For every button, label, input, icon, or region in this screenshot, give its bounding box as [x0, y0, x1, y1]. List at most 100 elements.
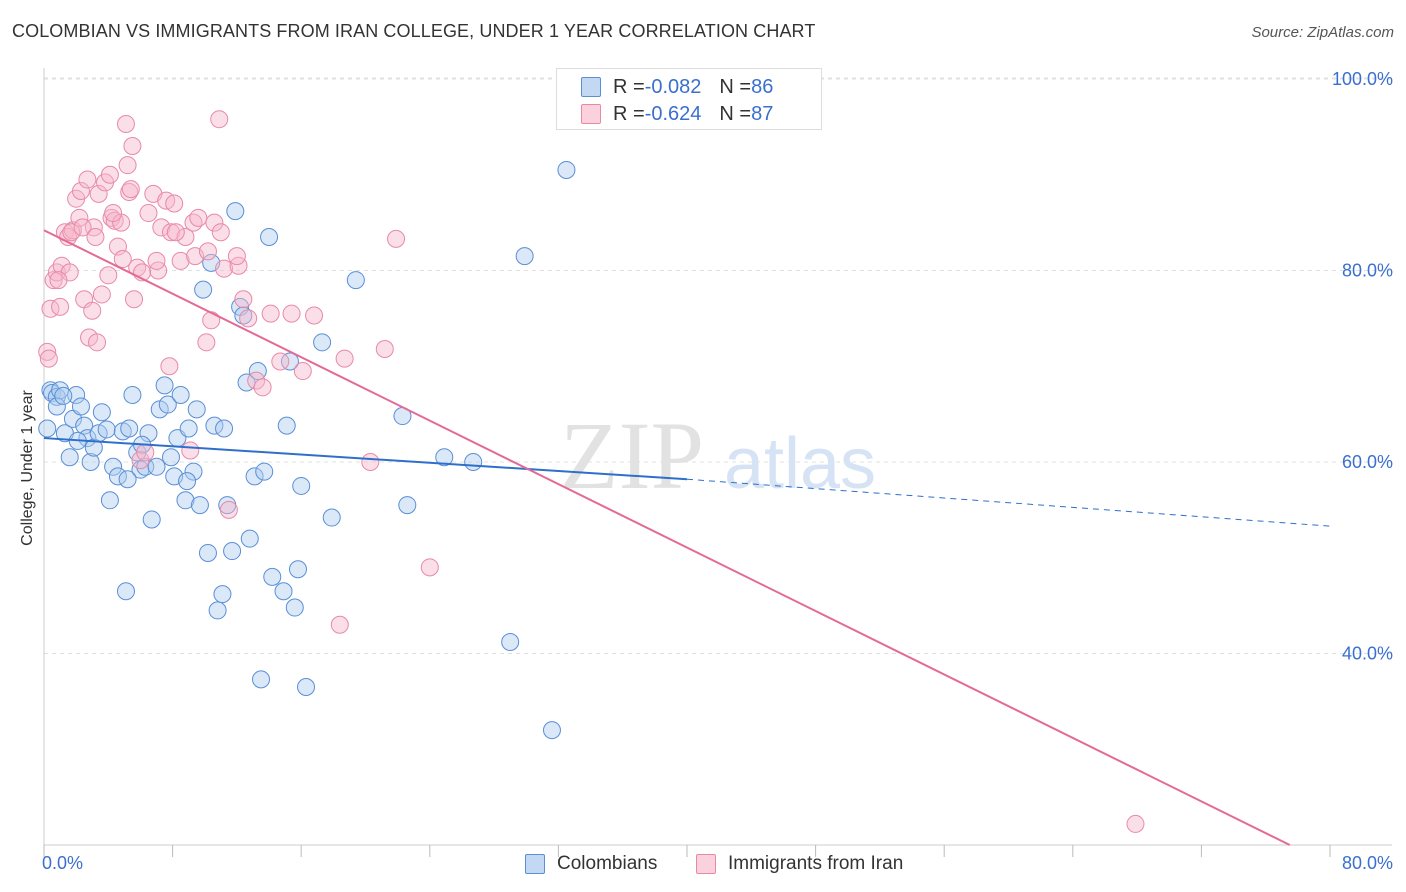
trend-line-colombians-extension [686, 478, 1331, 527]
data-point [166, 223, 185, 242]
y-tick-label: 60.0% [1342, 452, 1393, 472]
data-point [92, 403, 111, 422]
data-point [181, 441, 200, 460]
bottom-legend-swatch-blue [525, 854, 545, 874]
data-point [54, 386, 73, 405]
data-point [213, 585, 232, 604]
data-point [501, 633, 520, 652]
data-point [105, 211, 124, 230]
data-point [60, 448, 79, 467]
data-point [152, 218, 171, 237]
data-point [73, 218, 92, 237]
trend-lines [43, 229, 1331, 846]
data-point [113, 250, 132, 269]
legend-r-value: -0.624 [644, 102, 702, 125]
data-point [97, 420, 116, 439]
data-point [239, 309, 258, 328]
data-point [121, 180, 140, 199]
x-tick-label: 0.0% [42, 853, 83, 873]
source-label: Source: ZipAtlas.com [1251, 24, 1394, 41]
data-point [147, 251, 166, 270]
data-point [142, 510, 161, 529]
trend-line-iran [43, 229, 1291, 846]
data-point [84, 438, 103, 457]
data-point [261, 304, 280, 323]
data-point [99, 266, 118, 285]
data-point [100, 491, 119, 510]
watermark-atlas: atlas [724, 424, 876, 504]
data-point [83, 301, 102, 320]
data-point [542, 721, 561, 740]
data-point [136, 443, 155, 462]
data-point [120, 419, 139, 438]
data-point [293, 362, 312, 381]
data-point [252, 670, 271, 689]
data-point [198, 543, 217, 562]
data-point [139, 424, 158, 443]
y-tick-label: 100.0% [1332, 69, 1393, 89]
data-point [81, 453, 100, 471]
data-point [215, 419, 234, 438]
data-point [260, 227, 279, 246]
data-point [248, 362, 267, 381]
y-tick-label: 40.0% [1342, 644, 1393, 664]
legend-n-label: N = [719, 75, 752, 98]
legend-r-value: -0.082 [644, 75, 702, 98]
data-point [219, 500, 238, 519]
data-point [160, 357, 179, 376]
legend-n-value: 87 [751, 102, 774, 125]
data-point [125, 290, 144, 309]
data-point [240, 529, 259, 548]
legend-n-value: 86 [751, 75, 774, 98]
data-point [149, 261, 168, 280]
bottom-legend-colombians: Colombians [525, 852, 657, 876]
data-point [223, 542, 242, 561]
data-point [39, 349, 58, 368]
data-point [176, 491, 195, 510]
data-point [1126, 814, 1145, 833]
data-point [282, 304, 301, 323]
legend-r-label: R = [613, 75, 645, 98]
data-point [120, 182, 139, 201]
data-point [226, 202, 245, 221]
data-point [51, 297, 70, 316]
data-point [515, 247, 534, 266]
watermark: ZIP atlas [560, 402, 876, 509]
data-point [253, 378, 272, 397]
bottom-legend-swatch-pink [696, 854, 716, 874]
data-point [179, 419, 198, 438]
data-point [88, 333, 107, 352]
data-point [387, 229, 406, 248]
data-point [398, 496, 417, 515]
data-point [361, 453, 380, 471]
data-point [184, 213, 203, 232]
data-point [187, 400, 206, 419]
data-point [67, 385, 86, 404]
axes [43, 68, 1392, 857]
data-point [202, 311, 221, 330]
tick-labels: 40.0% 60.0% 80.0% 100.0% 0.0% 80.0% [42, 69, 1393, 873]
data-point [255, 462, 274, 481]
data-point [263, 567, 282, 586]
data-point [464, 453, 483, 471]
data-point [78, 170, 97, 189]
data-point [210, 110, 229, 129]
data-point [229, 256, 248, 275]
data-point [158, 395, 177, 414]
data-point [176, 227, 195, 246]
data-point [118, 156, 137, 175]
data-point [280, 352, 299, 371]
data-point [47, 397, 66, 416]
data-point [208, 601, 227, 620]
data-point [375, 340, 394, 359]
legend-n-label: N = [719, 102, 752, 125]
data-point [100, 165, 119, 184]
data-point [194, 280, 213, 299]
legend-r-label: R = [613, 102, 645, 125]
data-point [165, 194, 184, 213]
data-point [171, 251, 190, 270]
data-point [227, 247, 246, 266]
legend-row-colombians: R = -0.082 N = 86 [581, 75, 773, 99]
data-point [161, 448, 180, 467]
